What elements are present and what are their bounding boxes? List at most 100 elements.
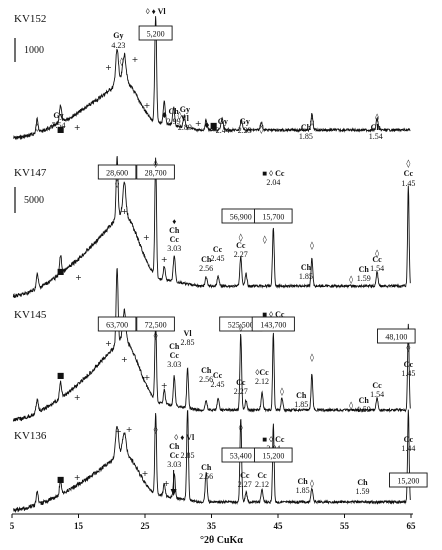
phase-label: 4.23 [111, 41, 125, 50]
phase-label: Cc [372, 381, 382, 390]
mineral-symbol: ◊ [154, 331, 158, 340]
mineral-symbol: ■ [210, 121, 218, 130]
mineral-symbol: + [105, 63, 112, 72]
x-tick-label: 35 [207, 521, 217, 531]
mineral-symbol: ◊ [310, 353, 314, 362]
phase-label: Ch [359, 396, 370, 405]
count-label: 15,200 [397, 477, 419, 486]
phase-label: Gy [180, 105, 190, 114]
x-tick-label: 15 [74, 521, 84, 531]
mineral-symbol: + [115, 427, 122, 436]
phase-label: 2.27 [234, 250, 248, 259]
phase-label: Cc [404, 360, 414, 369]
x-axis-ticks: 5 15 25 35 45 55 65 [10, 514, 416, 531]
phase-label: Ch [169, 226, 180, 235]
count-box [138, 25, 173, 41]
count-box [251, 316, 295, 332]
mineral-symbol: + [126, 425, 133, 434]
mineral-symbol: ◊ [239, 323, 243, 332]
panel-name-kv136: KV136 [14, 430, 47, 442]
peak-arrow-head [170, 489, 177, 496]
count-label: 5,200 [147, 30, 165, 39]
phase-label: 2.99 [167, 117, 181, 126]
phase-label: Ch [201, 463, 212, 472]
mineral-symbol: + [121, 355, 128, 364]
mineral-symbol: + [161, 381, 168, 390]
mineral-symbol: + [105, 339, 112, 348]
phase-label: Ch [297, 477, 308, 486]
phase-label: 1.85 [294, 400, 308, 409]
phase-label: ■ ◊ Cc [262, 310, 285, 319]
phase-label: 2.56 [199, 375, 213, 384]
panel-name-kv147: KV147 [14, 167, 47, 179]
mineral-symbol: ◊ [239, 233, 243, 242]
phase-label: ♦ [172, 217, 176, 226]
x-tick-label: 45 [274, 521, 284, 531]
phase-label: 2.56 [199, 472, 213, 481]
mineral-symbol: ◊ [35, 123, 39, 132]
mineral-symbol: + [161, 255, 168, 264]
trace-kv147 [12, 156, 411, 298]
count-label: 56,900 [230, 213, 252, 222]
mineral-symbol: ◊ [259, 125, 263, 134]
phase-label: 2.23 [238, 126, 252, 135]
count-box [136, 164, 175, 180]
phase-label: 1.54 [369, 132, 383, 141]
x-tick-label: 5 [10, 521, 15, 531]
count-label: 48,100 [385, 333, 407, 342]
phase-label: 2.56 [199, 264, 213, 273]
phase-label: ■ ◊ Cc [262, 435, 285, 444]
mineral-symbol: + [195, 119, 202, 128]
mineral-symbol: + [144, 101, 151, 110]
phase-label: Cc [170, 451, 180, 460]
phase-label: Gy [218, 117, 228, 126]
mineral-symbol: ◊ [154, 159, 158, 168]
phase-label: 2.04 [266, 178, 280, 187]
phase-label: Gy [113, 31, 123, 40]
phase-label: Cc [213, 245, 223, 254]
phase-label: 2.27 [238, 480, 252, 489]
mineral-symbol: ◊ [375, 113, 379, 122]
phase-label: 2.27 [234, 387, 248, 396]
mineral-symbol: + [144, 373, 151, 382]
phase-label: 3.03 [167, 244, 181, 253]
mineral-symbol: ◊ [349, 275, 353, 284]
phase-label: 1.54 [370, 264, 384, 273]
mineral-symbol: ■ [57, 267, 65, 276]
phase-label: Gy [53, 111, 63, 120]
count-box [97, 316, 137, 332]
scale-label-5000: 5000 [24, 195, 44, 206]
x-tick-label: 25 [141, 521, 151, 531]
trace-kv136 [12, 409, 411, 513]
plot-layer: ◊ ♦ VlGy4.23Gy7.54Ch2.99GyVl2.89Gy2.44Gy… [12, 7, 428, 513]
mineral-symbol: ◊ [406, 343, 410, 352]
phase-label: Ch [201, 255, 212, 264]
phase-label: 2.45 [210, 254, 224, 263]
phase-label: 2.85 [181, 451, 195, 460]
mineral-symbol: ◊ [310, 117, 314, 126]
trace-kv145 [12, 268, 411, 423]
phase-label: Cc [240, 471, 250, 480]
phase-label: Cc [372, 255, 382, 264]
mineral-symbol: ■ [57, 371, 65, 380]
count-box [389, 472, 428, 488]
phase-label: Vl [184, 329, 193, 338]
phase-label: Ch [169, 342, 180, 351]
phase-label: Cc [170, 235, 180, 244]
phase-label: Cc [257, 471, 267, 480]
mineral-symbol: + [75, 273, 82, 282]
count-box [377, 328, 416, 344]
phase-label: Cc [213, 371, 223, 380]
mineral-symbol: ◊ [406, 159, 410, 168]
mineral-symbol: ◊ [154, 425, 158, 434]
phase-label: Ch [301, 263, 312, 272]
mineral-symbol: ■ [57, 125, 65, 134]
mineral-symbol: ♦ [161, 111, 168, 120]
mineral-symbol: + [121, 207, 128, 216]
phase-label: Cc [236, 241, 246, 250]
phase-label: Vl [181, 114, 190, 123]
